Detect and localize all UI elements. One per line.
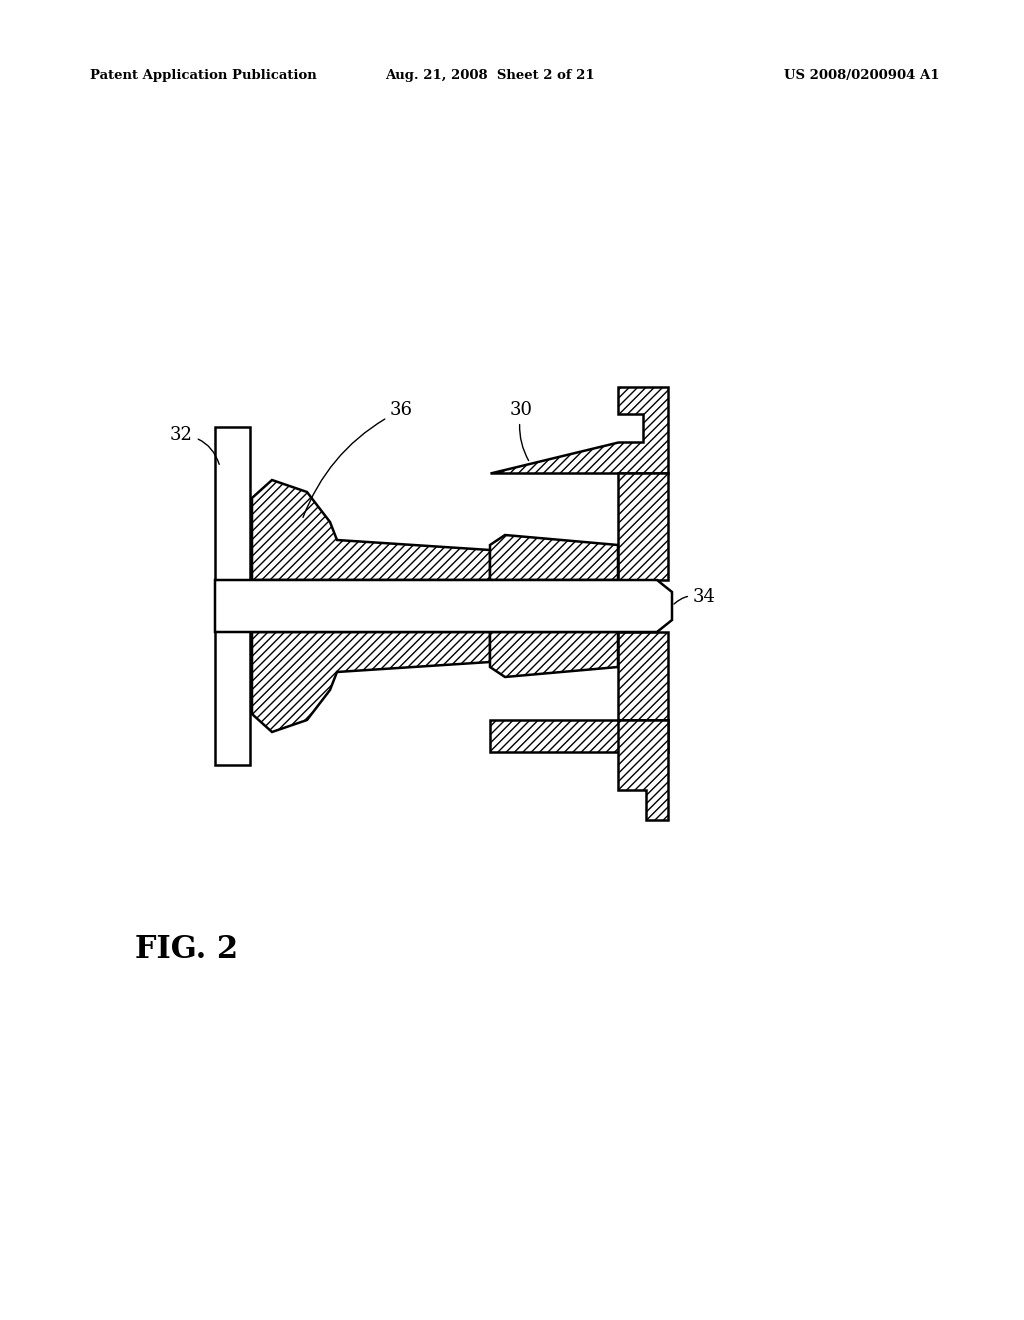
Polygon shape (252, 632, 490, 733)
Polygon shape (618, 473, 668, 579)
Polygon shape (215, 426, 250, 766)
Polygon shape (490, 632, 618, 677)
Text: Patent Application Publication: Patent Application Publication (90, 69, 316, 82)
Text: FIG. 2: FIG. 2 (135, 935, 239, 965)
Polygon shape (215, 579, 672, 632)
Text: Aug. 21, 2008  Sheet 2 of 21: Aug. 21, 2008 Sheet 2 of 21 (385, 69, 595, 82)
Text: 34: 34 (674, 587, 716, 606)
Polygon shape (490, 387, 668, 473)
Text: 30: 30 (510, 401, 534, 461)
Text: 32: 32 (170, 426, 219, 465)
Polygon shape (490, 719, 668, 752)
Polygon shape (618, 719, 668, 820)
Polygon shape (618, 632, 668, 719)
Polygon shape (490, 535, 618, 579)
Text: US 2008/0200904 A1: US 2008/0200904 A1 (784, 69, 940, 82)
Polygon shape (252, 480, 490, 579)
Text: 36: 36 (303, 401, 413, 517)
